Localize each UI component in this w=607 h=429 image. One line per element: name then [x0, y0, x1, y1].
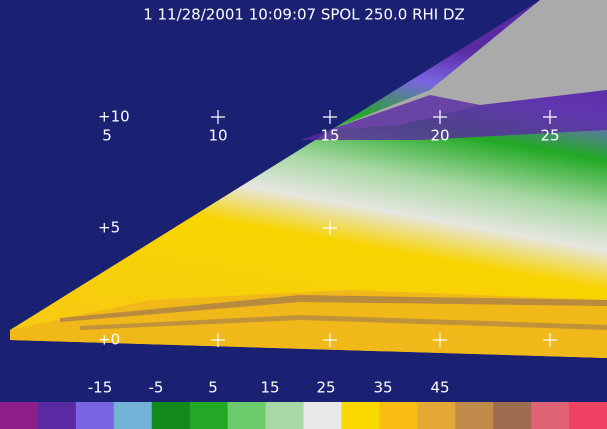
- color-swatch: [569, 402, 607, 429]
- color-swatch: [417, 402, 456, 429]
- crosshairs: [211, 110, 557, 347]
- color-swatch: [151, 402, 191, 429]
- colorbar-label: 15: [260, 379, 279, 397]
- color-swatch: [227, 402, 267, 429]
- range-label: 5: [102, 127, 112, 145]
- range-label: 10: [208, 127, 227, 145]
- title: 1 11/28/2001 10:09:07 SPOL 250.0 RHI DZ: [143, 6, 465, 24]
- color-swatch: [113, 402, 153, 429]
- color-swatch: [75, 402, 115, 429]
- color-swatch: [455, 402, 494, 429]
- range-label: 15: [320, 127, 339, 145]
- color-swatch: [379, 402, 418, 429]
- colorbar-label: 5: [208, 379, 218, 397]
- color-swatch: [37, 402, 77, 429]
- colorbar-label: -5: [149, 379, 164, 397]
- height-label: +0: [98, 331, 120, 349]
- color-swatch: [189, 402, 229, 429]
- color-swatch: [303, 402, 342, 429]
- height-label: +10: [98, 108, 130, 126]
- color-swatch: [531, 402, 570, 429]
- color-swatch: [341, 402, 380, 429]
- colorbar-label: -15: [88, 379, 113, 397]
- colorbar-label: 45: [430, 379, 449, 397]
- radar-wedge: [10, 0, 607, 358]
- color-swatch: [265, 402, 304, 429]
- color-swatch: [493, 402, 532, 429]
- range-label: 25: [540, 127, 559, 145]
- colorbar-label: 25: [316, 379, 335, 397]
- color-swatch: [0, 402, 39, 429]
- range-label: 20: [430, 127, 449, 145]
- height-label: +5: [98, 219, 120, 237]
- colorbar-label: 35: [373, 379, 392, 397]
